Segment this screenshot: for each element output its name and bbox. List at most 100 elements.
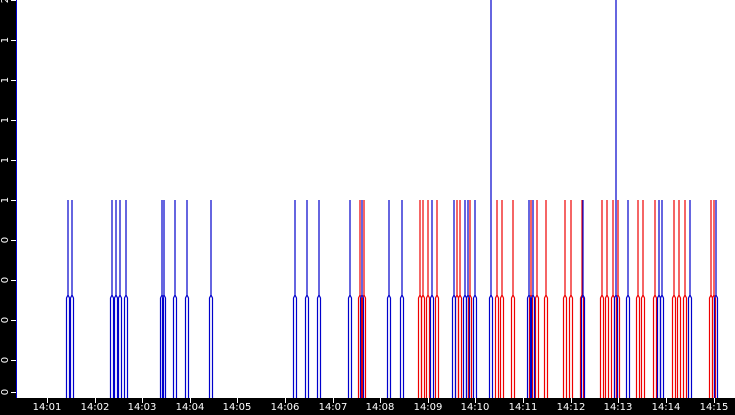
x-tick-mark — [571, 398, 572, 403]
pulse — [676, 200, 682, 398]
y-tick-mark — [11, 320, 16, 321]
x-tick-label: 14:01 — [32, 402, 62, 413]
pulse — [399, 200, 405, 398]
y-tick-mark — [11, 40, 16, 41]
pulse — [65, 200, 71, 398]
pulse — [172, 200, 178, 398]
x-tick-mark — [380, 398, 381, 403]
pulse — [316, 200, 322, 398]
pulse — [543, 200, 549, 398]
y-tick-mark — [11, 200, 16, 201]
y-tick-mark — [11, 392, 16, 393]
x-tick-label: 14:13 — [603, 402, 633, 413]
pulse — [568, 200, 574, 398]
y-tick: 1 — [0, 157, 16, 170]
pulse — [420, 200, 426, 398]
y-tick: 1 — [0, 197, 16, 210]
x-tick-label: 14:09 — [413, 402, 443, 413]
y-tick: 1 — [0, 77, 16, 90]
y-tick-mark — [11, 80, 16, 81]
x-tick-mark — [523, 398, 524, 403]
x-tick-label: 14:12 — [556, 402, 586, 413]
pulse — [472, 200, 478, 398]
pulse — [465, 200, 471, 398]
pulse — [652, 200, 658, 398]
y-tick: 0 — [0, 389, 16, 402]
y-tick-mark — [11, 0, 16, 1]
pulse — [534, 200, 540, 398]
x-tick-label: 14:10 — [460, 402, 490, 413]
y-tick-mark — [11, 120, 16, 121]
pulse — [159, 200, 165, 398]
x-tick-mark — [47, 398, 48, 403]
y-tick-mark — [11, 280, 16, 281]
x-tick-label: 14:15 — [699, 402, 729, 413]
pulse — [457, 200, 463, 398]
y-tick-mark — [11, 160, 16, 161]
pulse — [613, 0, 619, 398]
pulse — [357, 200, 363, 398]
pulse — [451, 200, 457, 398]
pulse — [113, 200, 119, 398]
pulse — [208, 200, 214, 398]
pulse — [713, 200, 719, 398]
y-tick: 2 — [0, 0, 16, 10]
pulse — [304, 200, 310, 398]
x-tick-label: 14:07 — [318, 402, 348, 413]
pulse — [488, 0, 494, 398]
pulse — [510, 200, 516, 398]
x-tick-mark — [285, 398, 286, 403]
pulse — [580, 200, 586, 398]
pulse — [117, 200, 123, 398]
pulse — [711, 200, 717, 398]
pulse — [635, 200, 641, 398]
pulse — [671, 200, 677, 398]
pulse — [562, 200, 568, 398]
pulse — [625, 200, 631, 398]
x-tick-mark — [333, 398, 334, 403]
y-tick-mark — [11, 240, 16, 241]
pulse — [184, 200, 190, 398]
x-tick-label: 14:04 — [175, 402, 205, 413]
pulse — [429, 200, 435, 398]
y-tick: 0 — [0, 277, 16, 290]
x-tick-mark — [618, 398, 619, 403]
pulse — [499, 200, 505, 398]
pulse — [530, 200, 536, 398]
x-tick-mark — [714, 398, 715, 403]
x-tick-mark — [666, 398, 667, 403]
x-tick-label: 14:06 — [270, 402, 300, 413]
x-tick-mark — [95, 398, 96, 403]
y-tick: 1 — [0, 37, 16, 50]
x-axis: 14:01 14:02 14:03 14:04 14:05 14:06 14:07 14:08… — [0, 398, 735, 415]
y-tick: 0 — [0, 237, 16, 250]
x-tick-mark — [237, 398, 238, 403]
x-tick-mark — [142, 398, 143, 403]
pulse — [386, 200, 392, 398]
pulse — [682, 200, 688, 398]
pulse — [109, 200, 115, 398]
x-tick-label: 14:11 — [508, 402, 538, 413]
pulse — [434, 200, 440, 398]
x-tick-mark — [428, 398, 429, 403]
x-tick-label: 14:03 — [127, 402, 157, 413]
y-tick: 0 — [0, 357, 16, 370]
pulse — [640, 200, 646, 398]
pulse — [161, 200, 167, 398]
plot-area — [16, 0, 735, 398]
pulse — [292, 200, 298, 398]
pulse — [687, 200, 693, 398]
pulse — [604, 200, 610, 398]
x-tick-mark — [190, 398, 191, 403]
pulse — [69, 200, 75, 398]
y-tick-mark — [11, 360, 16, 361]
pulse — [599, 200, 605, 398]
pulse — [526, 200, 532, 398]
x-tick-label: 14:02 — [80, 402, 110, 413]
y-tick: 1 — [0, 117, 16, 130]
x-tick-label: 14:14 — [651, 402, 681, 413]
x-tick-label: 14:08 — [365, 402, 395, 413]
